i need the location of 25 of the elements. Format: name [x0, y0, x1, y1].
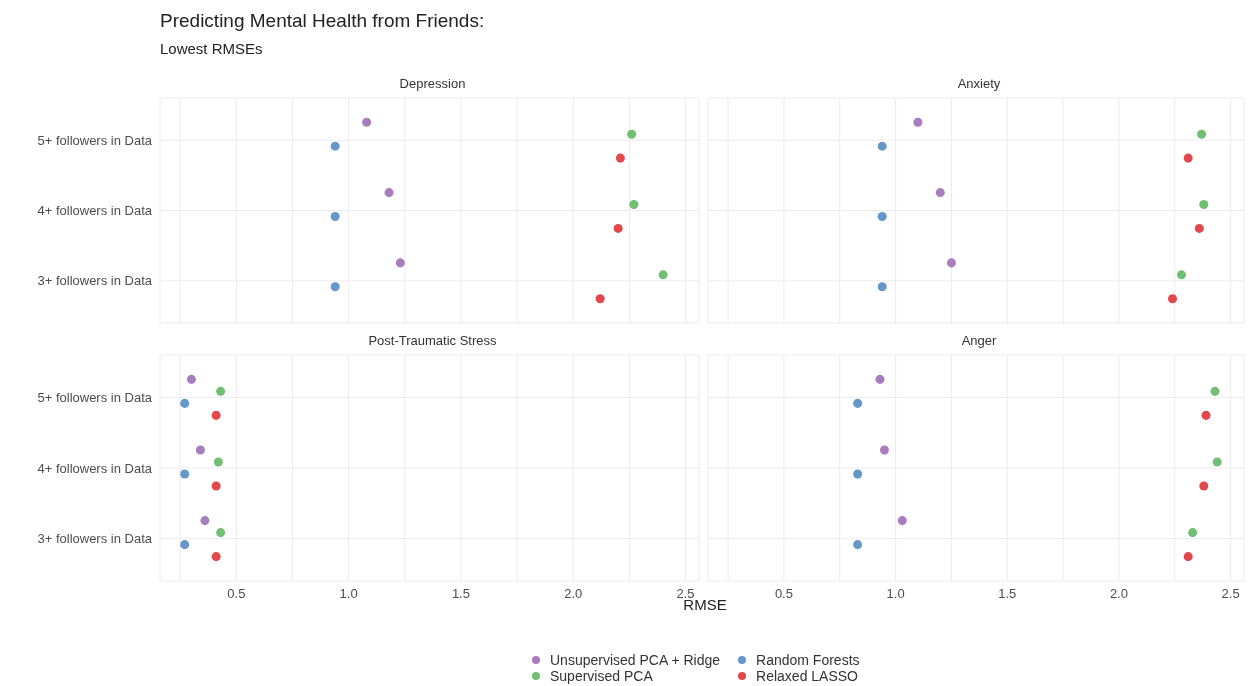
y-tick-label: 4+ followers in Data [37, 203, 153, 219]
x-tick-label: 1.5 [998, 586, 1017, 602]
chart-title: Post-Traumatic Stress [367, 333, 498, 350]
legend-label: Supervised PCA [550, 668, 653, 684]
y-tick-label: 5+ followers in Data [37, 389, 153, 405]
y-tick-label: 4+ followers in Data [37, 460, 153, 476]
y-tick-label: 5+ followers in Data [37, 132, 153, 148]
y-tick-label: 3+ followers in Data [37, 273, 153, 289]
x-tick-label: 2.0 [1109, 586, 1128, 602]
legend-label: Relaxed LASSO [756, 668, 858, 684]
chart-title: Anxiety [956, 76, 1002, 93]
chart-title: Depression [398, 76, 467, 93]
x-tick-label: 1.5 [451, 586, 470, 602]
legend-label: Random Forests [756, 652, 860, 668]
text: Predicting Mental Health from Friends: [160, 10, 485, 32]
chart-title: Anger [960, 333, 998, 350]
y-tick-label: 3+ followers in Data [37, 531, 153, 547]
x-tick-label: 0.5 [227, 586, 246, 602]
x-tick-label: 2.0 [564, 586, 583, 602]
x-tick-label: 2.5 [1221, 586, 1240, 602]
x-tick-label: 1.0 [886, 586, 905, 602]
legend-label: Unsupervised PCA + Ridge [550, 652, 721, 668]
text: Lowest RMSEs [160, 40, 263, 57]
x-tick-label: 1.0 [339, 586, 358, 602]
x-tick-label: 0.5 [774, 586, 793, 602]
